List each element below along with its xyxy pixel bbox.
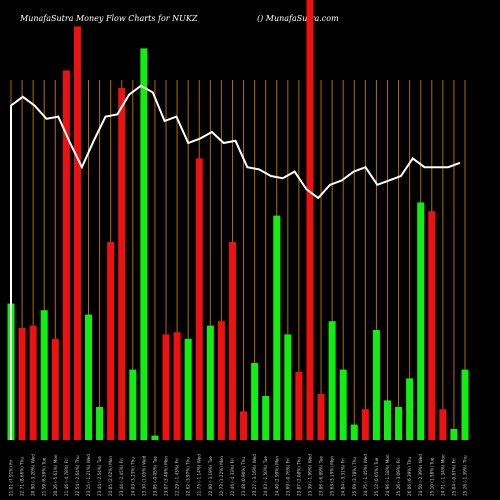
x-tick-label: 25.04 (-0.87%) Fri	[451, 458, 456, 496]
x-tick-label: 24.05 (2.62%) Mon	[108, 456, 113, 496]
x-tick-label: 24.71 (-1.34%) Mon	[440, 454, 445, 496]
money-flow-bar	[195, 158, 203, 440]
x-tick-label: 25.26 (-3.09%) Fri	[396, 458, 401, 496]
x-tick-label: 23.27 (-3.16%) Wed	[252, 454, 257, 496]
money-flow-bar	[295, 371, 303, 440]
x-tick-label: 23.39 (-1.99%) Wed	[307, 454, 312, 496]
money-flow-bar	[317, 393, 325, 440]
money-flow-bar	[461, 369, 469, 440]
money-flow-bar	[428, 211, 436, 440]
x-tick-label: 24.75 (-1.45%) Wed	[363, 454, 368, 496]
money-flow-bar	[361, 409, 369, 440]
x-axis-labels: 21.01 (7.91%) Fri 22.71 (8.66%) Thu 20.90 …	[9, 454, 468, 496]
money-flow-bar	[339, 369, 347, 440]
money-flow-bar	[383, 400, 391, 440]
x-tick-label: 21.01 (7.91%) Fri	[9, 460, 14, 496]
x-tick-label: 22.00 (-3.19%) Tue	[208, 456, 213, 496]
money-flow-bar	[140, 48, 148, 441]
money-flow-bar	[151, 435, 159, 440]
x-tick-label: 20.90 (-3.20%) Wed	[31, 454, 36, 496]
x-tick-label: 20.26 (-5.61%) Mon	[53, 454, 58, 496]
x-tick-label: 23.06 (-0.05%) Tue	[152, 456, 157, 496]
money-flow-bar	[85, 314, 93, 440]
x-tick-label: 24.50 (-2.39%) Wed	[418, 454, 423, 496]
money-flow-bar	[162, 334, 170, 440]
x-tick-label: 25.63 (3.19%) Mon	[330, 456, 335, 496]
x-tick-label: 25.69 (3.78%) Thu	[352, 457, 357, 496]
x-tick-label: 23.44 (-2.54%) Tue	[97, 456, 102, 496]
x-tick-label: 23.69 (-0.76%) Fri	[285, 458, 290, 496]
x-tick-label: 23.44 (-2.45%) Fri	[119, 458, 124, 496]
money-flow-bar	[372, 330, 380, 440]
money-flow-bar	[118, 88, 126, 440]
x-tick-label: 24.84 (-3.31%) Fri	[341, 458, 346, 496]
x-tick-label: 26.06 (6.39%) Thu	[407, 457, 412, 496]
x-tick-label: 25.12 (0.65%) Tue	[374, 457, 379, 496]
money-flow-bar	[406, 378, 414, 440]
x-tick-label: 23.86 (-6.89%) Tue	[319, 456, 324, 496]
money-flow-bar	[129, 369, 137, 440]
x-tick-label: 24.03 (3.13%) Thu	[130, 457, 135, 496]
money-flow-bar	[173, 332, 181, 440]
money-flow-bar	[350, 424, 358, 440]
x-tick-label: 24.40 (2.99%) Mon	[274, 456, 279, 496]
x-tick-label: 25.26 (-1.39%) Thu	[463, 455, 468, 496]
x-tick-label: 22.62 (3.97%) Thu	[186, 457, 191, 496]
site-credit: () MunafaSutra.com	[257, 14, 339, 23]
x-tick-label: 25.10 (1.58%) Tue	[429, 457, 434, 496]
money-flow-bar	[51, 338, 59, 440]
x-tick-label: 22.54 (-2.64%) Thu	[75, 455, 80, 496]
x-tick-label: 21.59 (6.59%) Tue	[42, 457, 47, 496]
x-tick-label: 21.75 (-1.14%) Wed	[197, 454, 202, 496]
money-flow-bar	[40, 310, 48, 440]
money-flow-bar	[62, 70, 70, 441]
x-tick-label: 22.29 (-1.43%) Fri	[175, 458, 180, 496]
x-tick-label: 22.46 (-4.33%) Fri	[230, 458, 235, 496]
x-tick-label: 23.87 (2.08%) Thu	[296, 457, 301, 496]
money-flow-bar	[206, 325, 214, 440]
money-flow-bar	[395, 407, 403, 440]
money-flow-bar	[328, 321, 336, 440]
x-tick-label: 21.46 (-4.78%) Fri	[64, 458, 69, 496]
money-flow-bar	[96, 407, 104, 440]
x-tick-label: 24.03 (-1.50%) Tue	[263, 456, 268, 496]
money-flow-bar	[450, 429, 458, 440]
money-flow-bar	[262, 396, 270, 440]
x-tick-label: 22.73 (1.22%) Mon	[219, 456, 224, 496]
x-tick-label: 23.15 (-1.21%) Wed	[86, 454, 91, 496]
money-flow-bar	[217, 321, 225, 440]
x-tick-label: 23.48 (0.90%) Thu	[241, 457, 246, 496]
money-flow-bar	[251, 363, 259, 440]
money-flow-bar	[240, 411, 248, 440]
money-flow-bar	[107, 242, 115, 440]
money-flow-bar	[306, 0, 314, 440]
x-tick-label: 23.07 (3.48%) Mon	[164, 456, 169, 496]
money-flow-bar	[18, 327, 26, 440]
money-flow-bar	[184, 338, 192, 440]
money-flow-bar	[228, 242, 236, 440]
money-flow-bar	[284, 334, 292, 440]
price-line	[10, 84, 461, 440]
x-tick-label: 24.96 (-1.18%) Mon	[385, 454, 390, 496]
money-flow-bar	[273, 215, 281, 440]
money-flow-bar	[29, 325, 37, 440]
money-flow-bar	[439, 409, 447, 440]
x-tick-label: 22.71 (8.66%) Thu	[20, 457, 25, 496]
chart-title: MunafaSutra Money Flow Charts for NUKZ	[19, 14, 198, 23]
x-tick-label: 23.30 (1.05%) Wed	[141, 455, 146, 496]
money-flow-bar	[73, 26, 81, 441]
price-line-path	[10, 84, 461, 440]
money-flow-bar	[417, 202, 425, 440]
